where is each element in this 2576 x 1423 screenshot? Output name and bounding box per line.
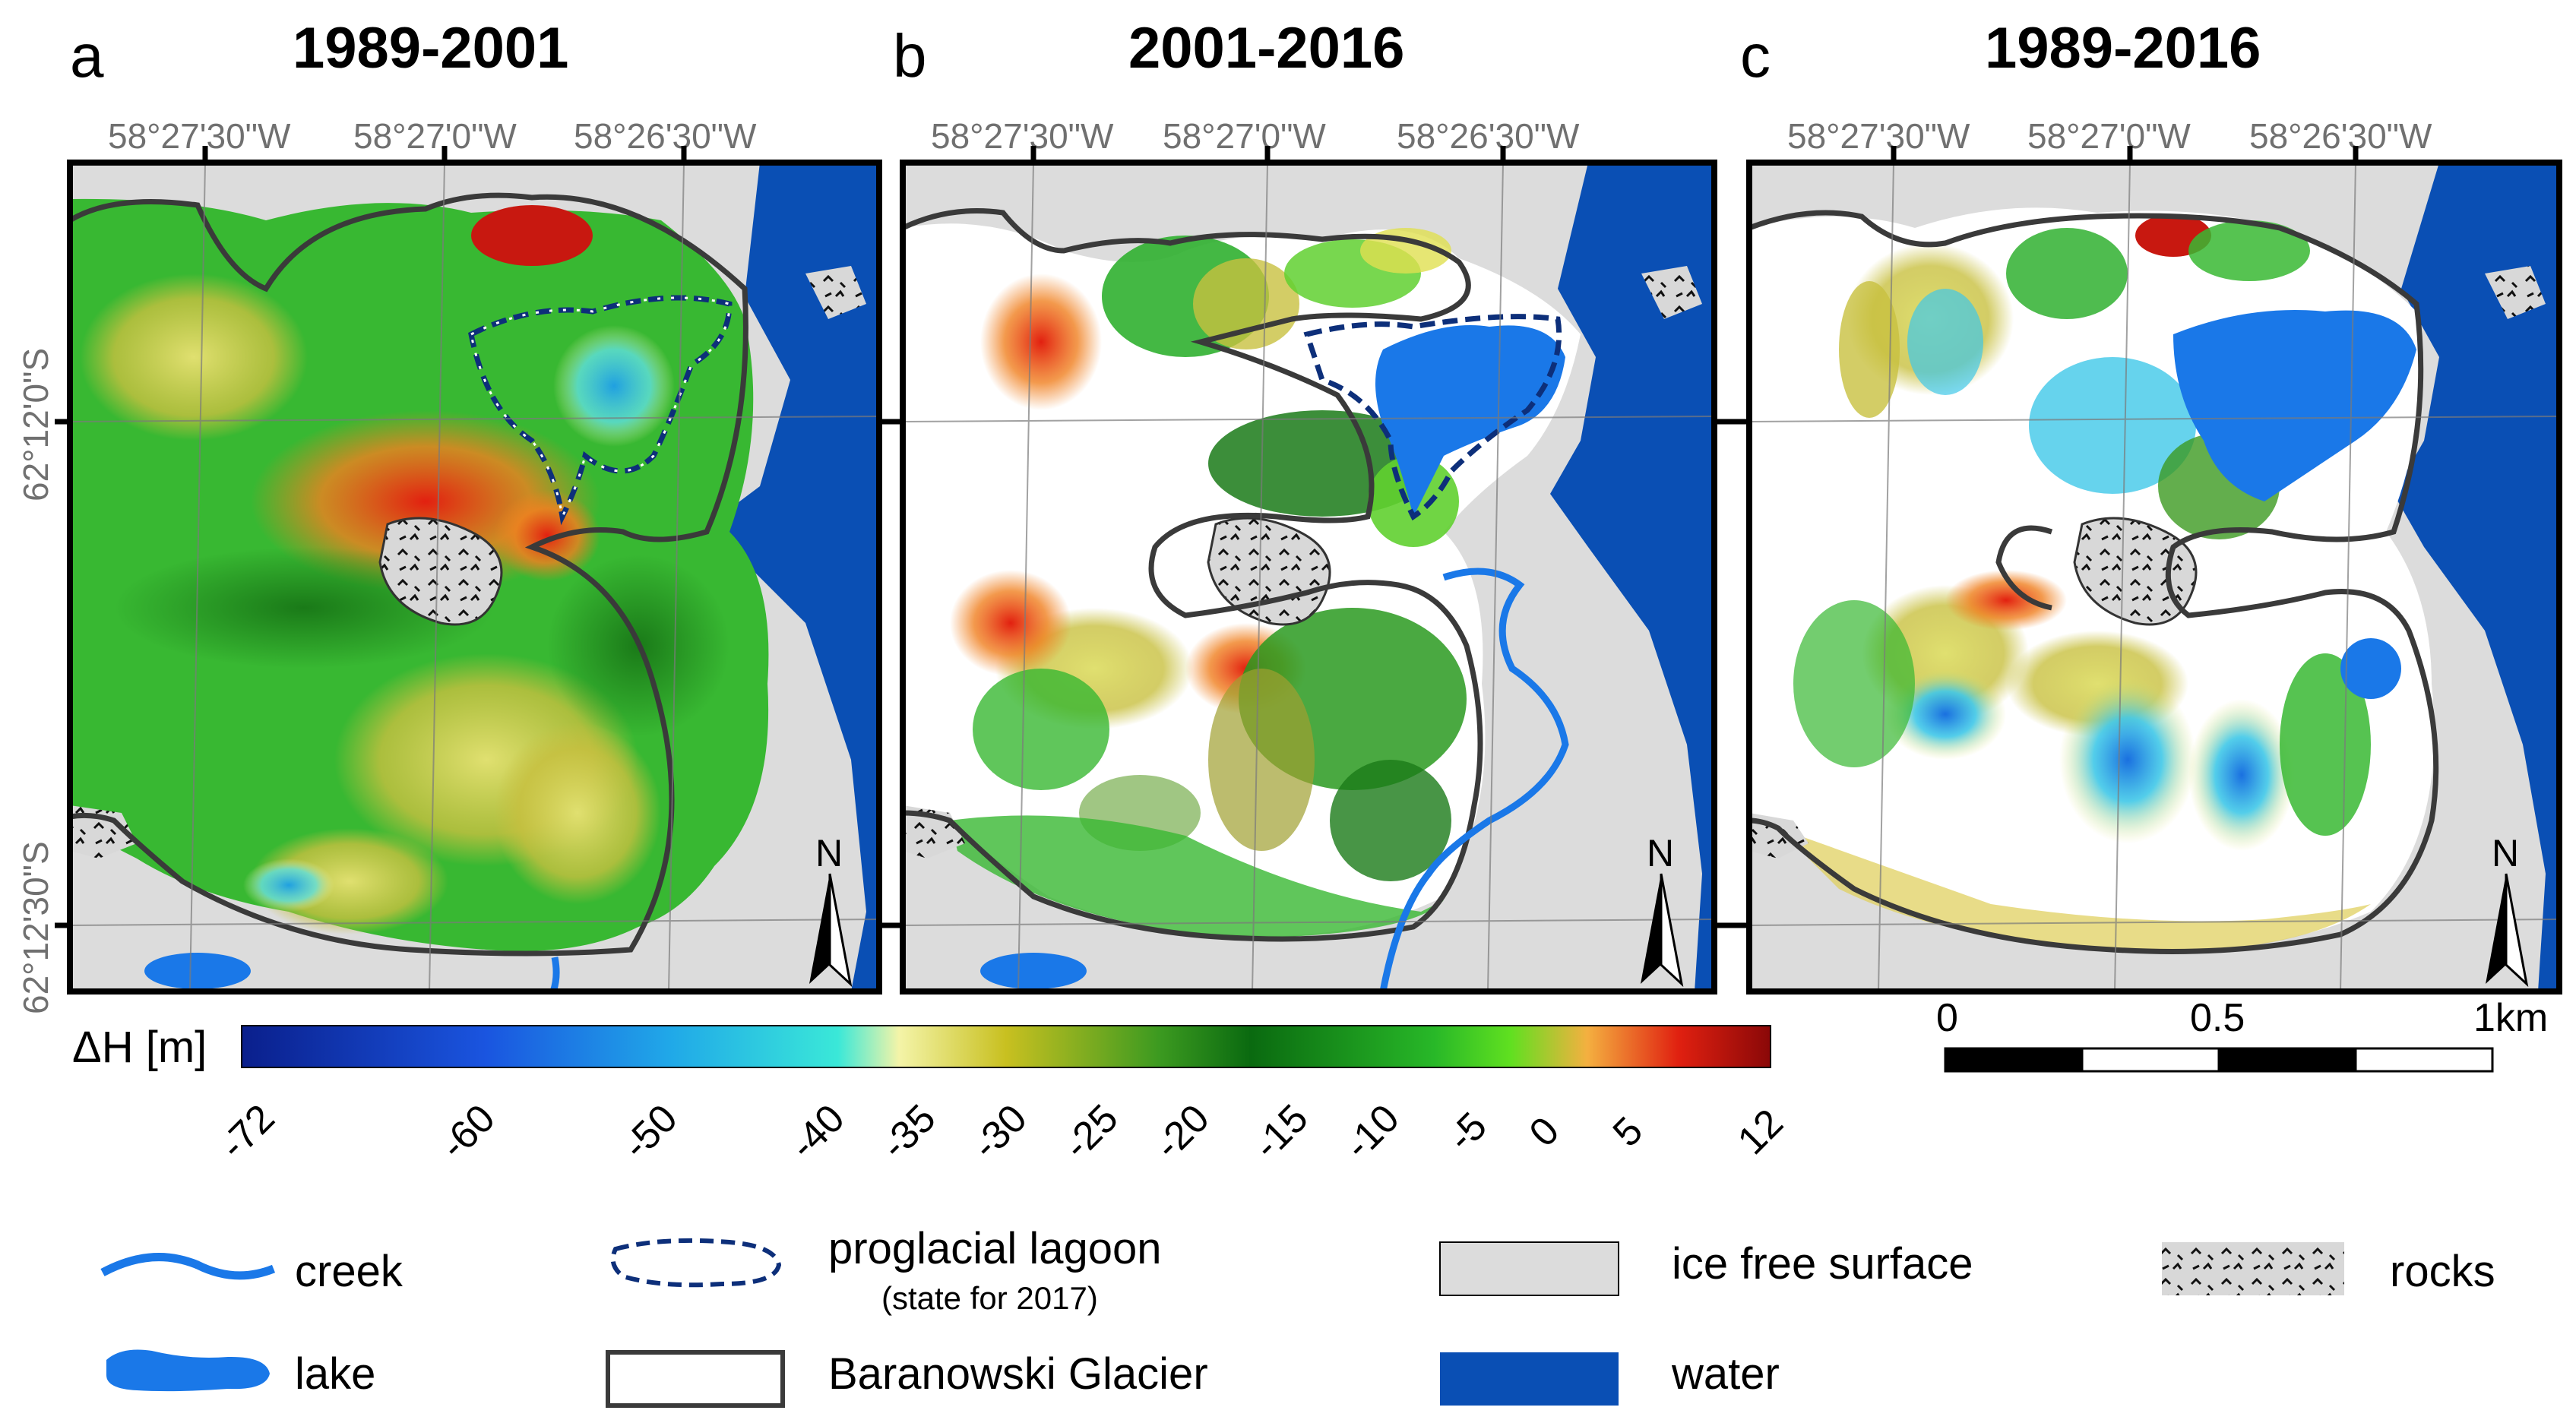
legend-glacier-symbol <box>606 1350 785 1408</box>
panel-b-letter: b <box>893 22 927 90</box>
lagoon-water <box>1375 325 1565 517</box>
proglacial-lagoon-outline <box>468 295 733 526</box>
water-area <box>1550 163 1714 991</box>
legend-glacier-label: Baranowski Glacier <box>828 1349 1208 1399</box>
lagoon-water <box>2173 310 2416 501</box>
legend-lake-symbol <box>106 1349 270 1392</box>
water-area <box>2394 163 2559 991</box>
north-label: N <box>2492 832 2519 874</box>
legend-rocks-label: rocks <box>2390 1247 2495 1296</box>
scale-bar <box>1944 1047 2494 1073</box>
scale-label-1km: 1km <box>2473 996 2549 1040</box>
panel-c-map: N <box>1749 163 2559 991</box>
legend-lagoon-symbol <box>610 1238 782 1288</box>
legend-creek-label: creek <box>295 1247 403 1296</box>
lake <box>144 953 251 989</box>
legend-ice-free-label: ice free surface <box>1672 1239 1973 1289</box>
legend-lagoon-note: (state for 2017) <box>881 1280 1098 1316</box>
scale-label-half: 0.5 <box>2190 996 2245 1040</box>
legend-water-label: water <box>1672 1349 1780 1399</box>
panel-c-lon-label-3: 58°26'30"W <box>2249 116 2432 156</box>
colorbar <box>241 1025 1771 1068</box>
panel-a-lon-label-3: 58°26'30"W <box>574 116 757 156</box>
rock-outcrop <box>1207 517 1331 626</box>
panel-a-lon-label-2: 58°27'0"W <box>353 116 517 156</box>
baranowski-glacier-outline <box>1749 210 2439 954</box>
panel-a-map: N <box>70 163 879 991</box>
legend-rocks-symbol <box>2162 1242 2344 1295</box>
north-arrow <box>809 874 830 984</box>
rock-outcrop <box>2073 517 2198 626</box>
legend-creek-symbol <box>100 1253 276 1280</box>
north-arrow <box>1641 874 1661 984</box>
panel-a-lon-label-1: 58°27'30"W <box>108 116 291 156</box>
panel-b-lon-label-2: 58°27'0"W <box>1163 116 1326 156</box>
panel-c-letter: c <box>1740 22 1771 90</box>
colorbar-label: ΔH [m] <box>72 1023 207 1072</box>
panel-b-lon-label-3: 58°26'30"W <box>1397 116 1580 156</box>
panel-c-lon-label-2: 58°27'0"W <box>2027 116 2191 156</box>
legend-lake-label: lake <box>295 1349 376 1399</box>
panel-b-map: N <box>903 163 1714 991</box>
panel-a-title: 1989-2001 <box>293 16 569 81</box>
scale-label-0: 0 <box>1936 996 1958 1040</box>
north-arrow <box>2486 874 2506 984</box>
panel-b-title: 2001-2016 <box>1128 16 1405 81</box>
north-label: N <box>1647 832 1674 874</box>
panel-c-lon-label-1: 58°27'30"W <box>1787 116 1970 156</box>
panel-b-lon-label-1: 58°27'30"W <box>931 116 1114 156</box>
creek <box>1379 568 1569 991</box>
water-area <box>699 163 879 991</box>
panel-a-frame <box>67 160 882 995</box>
lake <box>980 953 1087 989</box>
rock-outcrop <box>378 517 503 626</box>
north-label: N <box>815 832 843 874</box>
legend-ice-free-symbol <box>1439 1241 1619 1296</box>
proglacial-lagoon-outline <box>1303 314 1562 521</box>
baranowski-glacier-outline <box>70 192 748 957</box>
creek <box>549 957 560 991</box>
panel-c-frame <box>1746 160 2562 995</box>
legend-water-symbol <box>1440 1352 1619 1406</box>
panel-a-letter: a <box>70 22 104 90</box>
legend-lagoon-label: proglacial lagoon <box>828 1224 1162 1273</box>
panel-c-title: 1989-2016 <box>1985 16 2261 81</box>
baranowski-glacier-outline <box>903 208 1483 942</box>
panel-b-frame <box>900 160 1717 995</box>
